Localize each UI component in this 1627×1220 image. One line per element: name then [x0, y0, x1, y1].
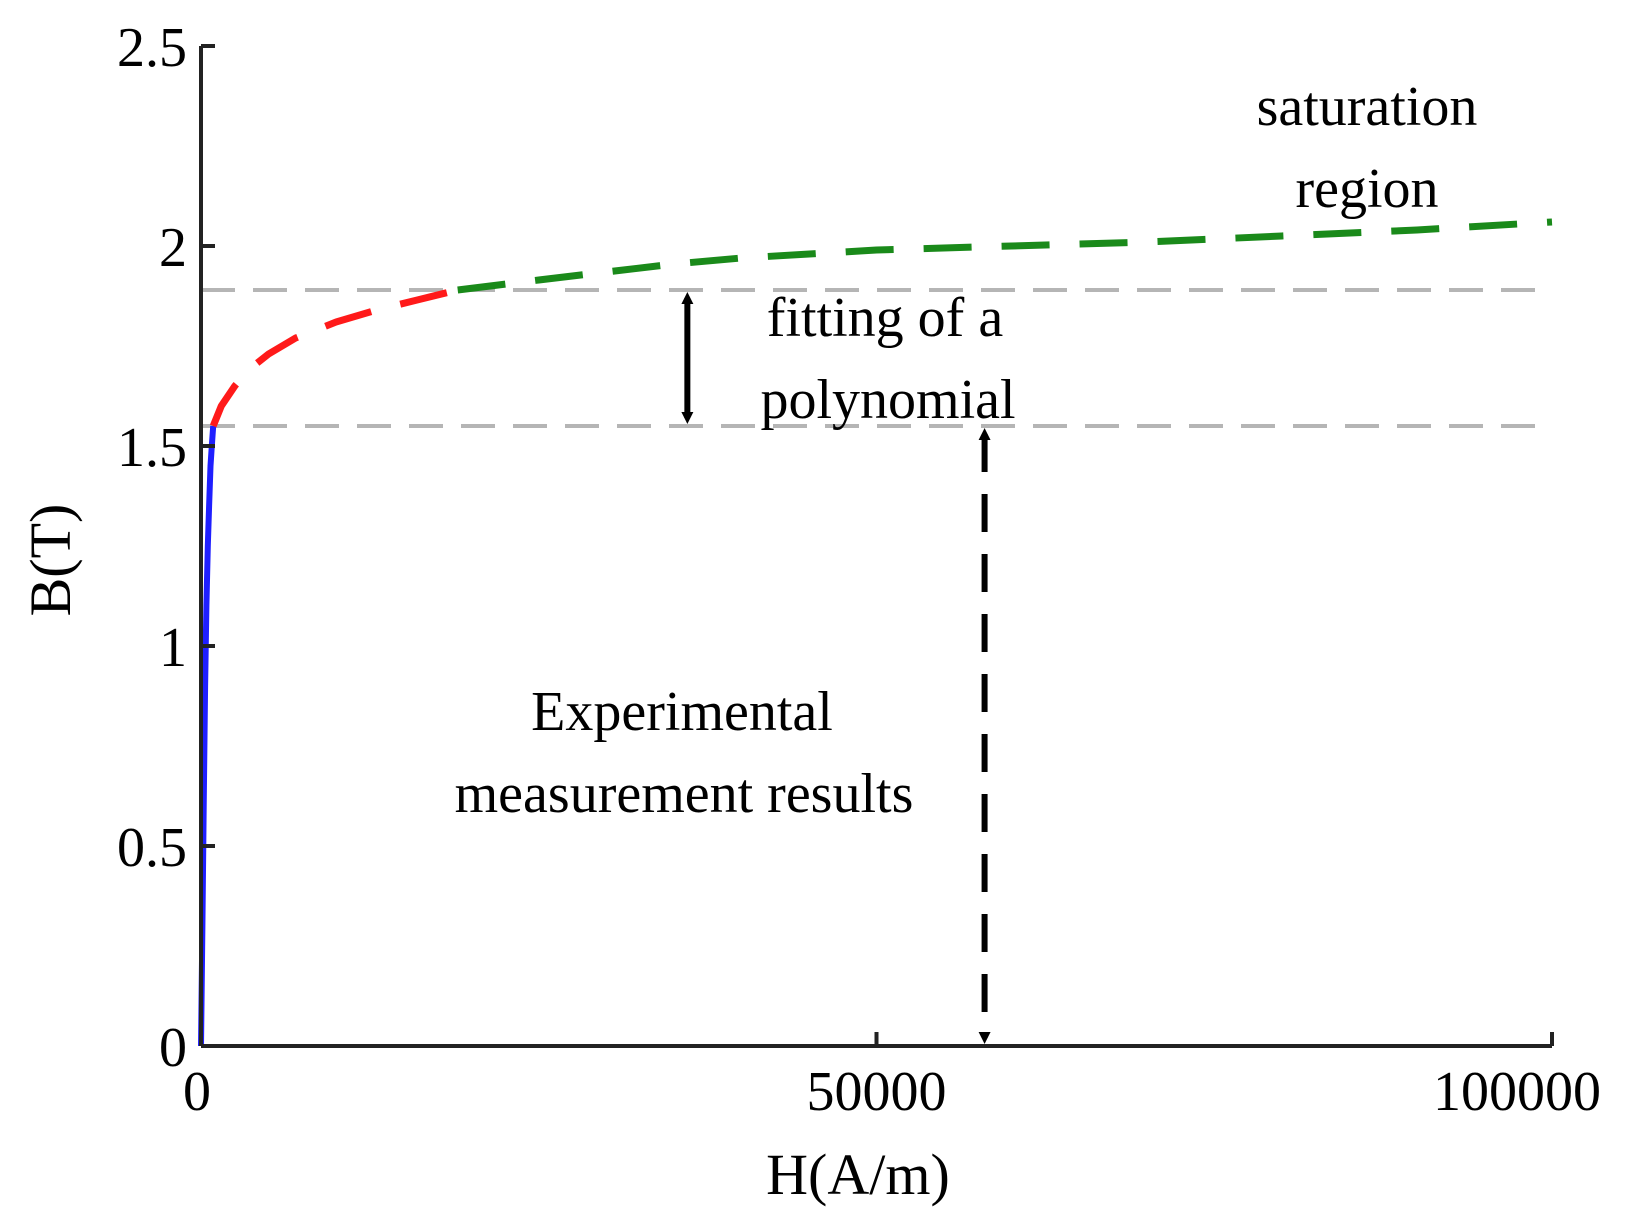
y-tick-label-2: 1	[159, 617, 187, 679]
y-tick-label-0: 0	[159, 1017, 187, 1079]
annotation-fitting-line1: fitting of a	[767, 287, 1004, 349]
annotation-saturation-line1: saturation	[1257, 76, 1478, 138]
series-line-saturation-region	[457, 218, 1553, 294]
y-tick-label-4: 2	[159, 217, 187, 279]
x-axis-label: H(A/m)	[766, 1142, 950, 1207]
y-axis-label: B(T)	[18, 504, 83, 617]
axes	[199, 44, 1554, 1048]
x-tick-label-0: 0	[183, 1061, 211, 1123]
reference-lines	[201, 288, 1552, 428]
annotation-experimental-line1: Experimental	[531, 681, 833, 743]
tick-labels: 0 0.5 1 1.5 2 2.5 0 50000 100000	[117, 17, 1601, 1123]
series-line-fitting-of-a-polynomial	[209, 286, 459, 428]
y-tick-label-3: 1.5	[117, 417, 187, 479]
series-group	[198, 218, 1553, 1047]
y-tick-label-5: 2.5	[117, 17, 187, 79]
series-line-experimental-measurement-results	[198, 425, 217, 1047]
arrows	[681, 292, 991, 1044]
x-tick-label-1: 50000	[807, 1061, 947, 1123]
annotation-saturation-line2: region	[1295, 158, 1438, 220]
annotation-experimental-line2: measurement results	[455, 763, 914, 825]
x-tick-label-2: 100000	[1433, 1061, 1601, 1123]
annotation-fitting-line2: polynomial	[760, 369, 1015, 431]
y-tick-label-1: 0.5	[117, 817, 187, 879]
